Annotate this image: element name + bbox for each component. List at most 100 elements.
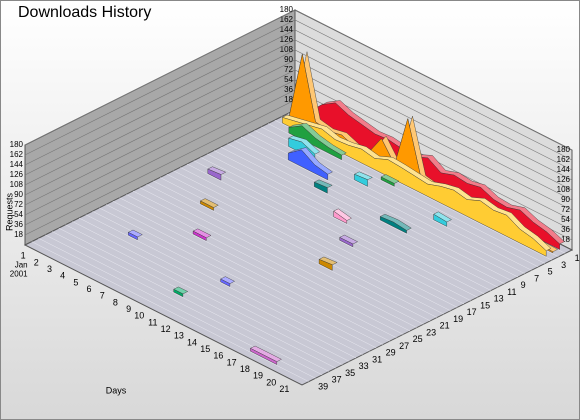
ribbon-front (207, 168, 222, 181)
y-tick-label: 36 (561, 225, 570, 234)
z-tick-label: 11 (507, 287, 516, 297)
y-tick-label: 90 (14, 190, 23, 199)
grid-line (24, 29, 573, 171)
y-tick-label: 126 (10, 170, 24, 179)
floor-line (146, 184, 424, 325)
y-tick-label: 144 (557, 165, 571, 174)
y-tick-label: 36 (14, 220, 23, 229)
ribbon-front (318, 258, 333, 271)
x-tick-label: 6 (87, 284, 92, 294)
floor-line (240, 136, 519, 278)
y-tick-label: 18 (284, 95, 293, 104)
y-tick-label: 18 (561, 235, 570, 244)
floor-line (132, 190, 411, 332)
ribbon-front (314, 181, 328, 194)
ribbon-front (220, 278, 231, 287)
ribbon-front (433, 213, 447, 227)
ribbon-front (339, 237, 354, 248)
floor-line (65, 224, 343, 365)
chart-title: Downloads History (18, 4, 151, 21)
x-tick-sublabel: Jan (15, 260, 28, 269)
y-axis-title: Requests (4, 192, 14, 231)
floor-line (234, 140, 512, 281)
x-tick-label: 20 (266, 377, 276, 387)
floor-line (58, 227, 336, 369)
x-tick-label: 16 (213, 351, 223, 361)
y-tick-label: 108 (280, 45, 294, 54)
floor-line (213, 150, 492, 291)
z-tick-label: 39 (318, 381, 328, 391)
y-tick-label: 36 (284, 85, 293, 94)
y-tick-label: 54 (561, 215, 570, 224)
floor-line (119, 197, 397, 338)
x-axis-title: Days (106, 385, 127, 395)
z-tick-label: 15 (480, 300, 490, 310)
floor-line (200, 157, 478, 298)
floor-line (173, 170, 451, 311)
y-tick-label: 90 (561, 195, 570, 204)
x-tick-label: 15 (200, 344, 210, 354)
x-tick-label: 5 (73, 277, 78, 287)
ribbon-front (354, 173, 368, 187)
ribbon-front (173, 288, 184, 298)
floor-line (207, 153, 485, 295)
floor-line (153, 180, 431, 322)
y-tick-label: 180 (280, 5, 294, 14)
z-tick-label: 31 (372, 354, 382, 364)
y-tick-label: 54 (14, 210, 23, 219)
y-tick-label: 72 (14, 200, 23, 209)
x-tick-label: 10 (134, 311, 144, 321)
floor-line (193, 160, 471, 301)
ribbon-front (200, 200, 214, 211)
y-tick-label: 180 (10, 140, 24, 149)
y-tick-label: 162 (280, 15, 294, 24)
x-tick-label: 4 (60, 271, 65, 281)
floor-line (85, 214, 363, 355)
z-tick-label: 37 (332, 375, 342, 385)
grid-line (24, 59, 573, 201)
floor-line (126, 194, 404, 335)
floor-line (105, 204, 384, 345)
floor-line (31, 241, 309, 382)
grid-line (24, 9, 573, 151)
x-tick-label: 12 (161, 324, 171, 334)
x-tick-label: 8 (113, 297, 118, 307)
ribbon-front (288, 149, 328, 181)
y-tick-label: 162 (10, 150, 24, 159)
z-tick-label: 33 (359, 361, 369, 371)
y-tick-label: 180 (557, 145, 571, 154)
x-tick-label: 3 (47, 264, 52, 274)
y-tick-label: 90 (284, 55, 293, 64)
y-tick-label: 72 (284, 65, 293, 74)
ribbon-front (380, 216, 407, 234)
y-tick-label: 108 (557, 185, 571, 194)
x-tick-label: 1 (21, 251, 26, 261)
floor-line (139, 187, 417, 328)
ribbon-front (333, 210, 347, 224)
x-tick-label: 2 (34, 257, 39, 267)
floor-line (186, 163, 465, 305)
y-tick-label: 144 (10, 160, 24, 169)
grid-line (24, 19, 573, 161)
grid-line (24, 39, 573, 181)
ribbon-front (282, 117, 547, 257)
y-tick-label: 162 (557, 155, 571, 164)
z-tick-label: 21 (440, 321, 450, 331)
y-tick-label: 108 (10, 180, 24, 189)
floor-line (99, 207, 377, 349)
y-tick-label: 144 (280, 25, 294, 34)
ribbon-front (250, 347, 277, 365)
floor-line (72, 221, 350, 362)
z-tick-label: 23 (426, 327, 436, 337)
y-tick-label: 54 (284, 75, 293, 84)
z-tick-label: 17 (467, 307, 477, 317)
z-tick-label: 5 (548, 267, 553, 277)
floor-line (45, 234, 323, 376)
x-tick-label: 9 (126, 304, 131, 314)
floor-line (180, 167, 458, 308)
floor-line (220, 146, 498, 288)
floor-line (78, 217, 357, 359)
grid-line (24, 79, 573, 221)
x-tick-label: 14 (187, 337, 197, 347)
